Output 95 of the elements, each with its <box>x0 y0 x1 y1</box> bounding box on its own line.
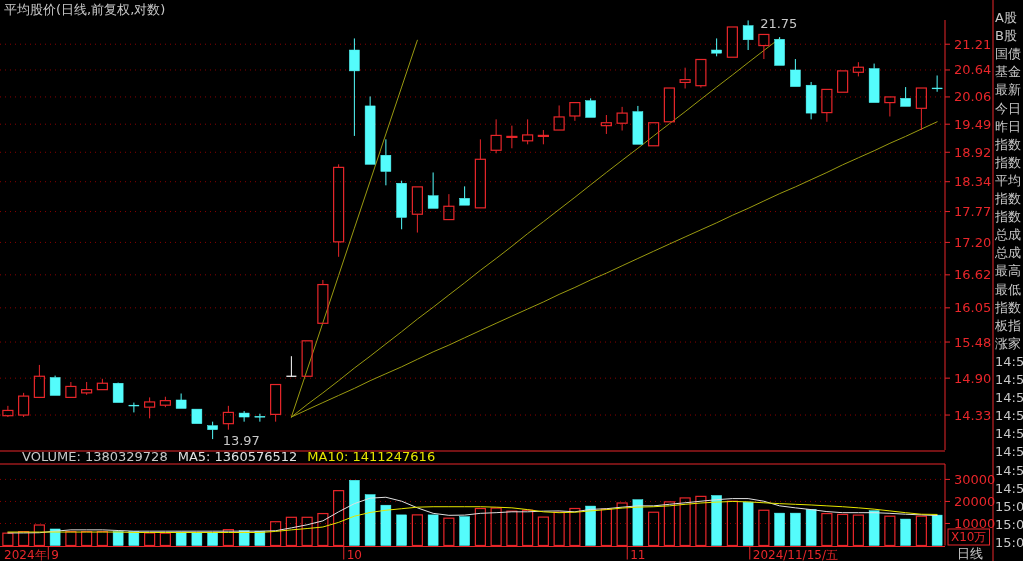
text: 14:5 <box>995 462 1023 478</box>
y-tick-label: 10000 <box>954 515 996 531</box>
candlestick <box>380 138 392 186</box>
text: 14:5 <box>995 426 1023 442</box>
candlestick <box>506 125 518 149</box>
text: 指数 <box>994 136 1021 152</box>
bar <box>742 501 754 546</box>
text: 日线 <box>957 546 983 561</box>
bar <box>364 494 376 546</box>
y-tick-label: 18.92 <box>954 144 992 160</box>
candlestick <box>679 67 691 89</box>
y-tick-label: 30000 <box>954 471 996 487</box>
text: 14:5 <box>995 480 1023 496</box>
text: 涨家 <box>995 335 1021 351</box>
candlestick <box>2 405 14 417</box>
y-tick-label: 16.62 <box>954 267 992 283</box>
text: 14:5 <box>995 444 1023 460</box>
text: 2024年 <box>4 548 47 561</box>
text: 15:0 <box>995 516 1023 532</box>
x-tick-label: 10 <box>346 548 363 561</box>
text: MA10: 1411247616 <box>307 449 436 464</box>
bar <box>774 512 785 546</box>
bar <box>900 518 911 546</box>
text: 最高 <box>995 263 1021 279</box>
text: 最低 <box>995 281 1021 297</box>
x-tick-label: 2024/11/15/五 <box>752 548 838 561</box>
candlestick <box>128 402 140 413</box>
text: 15:0 <box>995 498 1023 514</box>
text: 14:5 <box>995 390 1023 406</box>
text: 指数 <box>994 299 1021 315</box>
text: 今日 <box>995 100 1021 116</box>
bar <box>128 531 140 546</box>
text: X10万 <box>951 530 987 544</box>
y-tick-label: 16.05 <box>954 300 992 316</box>
text: 基金 <box>995 64 1021 80</box>
text: 平均 <box>995 172 1021 188</box>
text: MA5: 1360576512 <box>177 449 298 464</box>
bar <box>112 531 124 546</box>
candlestick <box>805 81 817 120</box>
y-tick-label: 14.33 <box>954 407 992 423</box>
bar <box>868 510 880 546</box>
text: A股 <box>995 10 1017 25</box>
y-tick-label: 20.06 <box>954 89 992 105</box>
bar <box>711 495 722 546</box>
candlestick <box>931 74 943 93</box>
text: 指数 <box>994 154 1021 170</box>
y-tick-label: 20000 <box>954 493 996 509</box>
annotation: 21.75 <box>760 16 798 32</box>
text: 板指 <box>994 317 1021 333</box>
candlestick <box>254 413 266 423</box>
text: 国债 <box>995 46 1021 62</box>
candlestick <box>616 106 628 132</box>
text: 总成 <box>994 245 1021 261</box>
y-tick-label: 15.48 <box>954 334 992 350</box>
bar <box>585 505 596 546</box>
bar <box>459 516 470 546</box>
y-tick-label: 20.64 <box>954 62 992 78</box>
text: 指数 <box>994 191 1021 206</box>
text: 最新 <box>995 82 1021 98</box>
bar <box>380 504 392 546</box>
bar <box>632 499 644 546</box>
y-tick-label: 19.49 <box>954 116 992 132</box>
bar <box>191 532 203 546</box>
y-tick-label: 17.77 <box>954 204 992 220</box>
text: 14:5 <box>995 372 1023 387</box>
x-tick-label: 9 <box>51 548 59 561</box>
candlestick <box>333 163 345 258</box>
x-tick-label: 11 <box>630 548 646 561</box>
bar <box>931 514 943 546</box>
bar <box>805 509 817 546</box>
y-tick-label: 21.21 <box>954 36 992 52</box>
candlestick <box>742 19 754 51</box>
y-tick-label: 18.34 <box>954 174 992 190</box>
bar <box>790 512 801 546</box>
text: 总成 <box>994 227 1021 243</box>
chart-title: 平均股价(日线,前复权,对数) <box>4 2 166 17</box>
text: 15:0 <box>995 534 1023 550</box>
candlestick <box>349 37 360 137</box>
y-tick-label: 17.20 <box>954 234 992 250</box>
bar <box>349 480 360 546</box>
text: 指数 <box>994 209 1021 225</box>
bar <box>427 514 439 546</box>
bar <box>207 532 218 546</box>
chart-title: VOLUME: 1380329728 <box>22 449 168 464</box>
bar <box>175 531 187 546</box>
text: 14:5 <box>995 408 1023 424</box>
candlestick <box>238 410 250 423</box>
text: B股 <box>995 28 1017 44</box>
text: 昨日 <box>995 118 1021 134</box>
candlestick <box>522 118 534 145</box>
candlestick <box>490 118 502 154</box>
annotation: 13.97 <box>222 433 260 449</box>
text: 14:5 <box>995 353 1023 369</box>
y-tick-label: 14.90 <box>954 370 992 386</box>
bar <box>396 514 407 546</box>
